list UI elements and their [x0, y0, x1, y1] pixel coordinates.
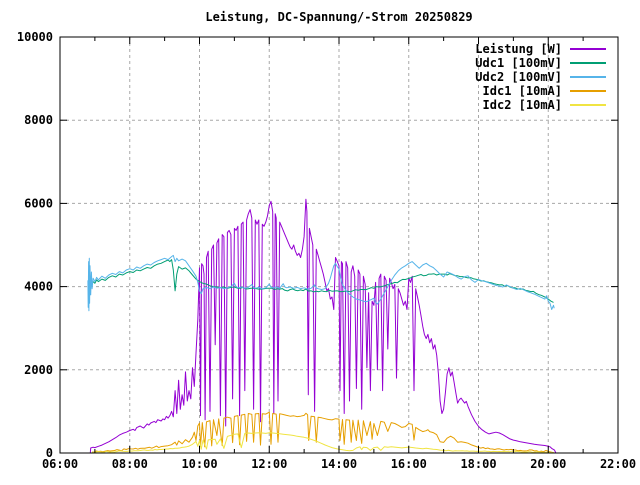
- legend-item: Idc1 [10mA]: [483, 84, 606, 98]
- y-axis-tick-label: 8000: [24, 113, 53, 127]
- legend-item: Leistung [W]: [475, 42, 606, 56]
- series-line-idc2-10ma: [92, 432, 555, 454]
- y-axis-tick-label: 4000: [24, 280, 53, 294]
- y-axis-tick-label: 10000: [17, 30, 53, 44]
- series-lines: [87, 198, 557, 454]
- x-axis-tick-label: 14:00: [321, 457, 357, 471]
- x-axis-tick-label: 18:00: [460, 457, 496, 471]
- x-axis-tick-label: 06:00: [42, 457, 78, 471]
- x-axis-tick-label: 10:00: [181, 457, 217, 471]
- x-axis-tick-label: 22:00: [600, 457, 636, 471]
- y-axis-tick-label: 6000: [24, 196, 53, 210]
- legend-item: Udc2 [100mV]: [475, 70, 606, 84]
- series-line-leistung-w: [89, 198, 557, 454]
- y-axis-tick-label: 0: [46, 446, 53, 460]
- axes-and-ticks: 06:00 08:00 10:00 12:00 14:00 16:00 18:00 20:00…: [17, 30, 636, 471]
- series-line-idc1-10ma: [92, 411, 555, 454]
- x-axis-tick-label: 16:00: [391, 457, 427, 471]
- legend-label: Udc2 [100mV]: [475, 70, 562, 84]
- series-line-udc2-100mv: [87, 254, 555, 312]
- chart-title: Leistung, DC-Spannung/-Strom 20250829: [205, 10, 472, 24]
- x-axis-tick-label: 12:00: [251, 457, 287, 471]
- legend-label: Idc2 [10mA]: [483, 98, 562, 112]
- legend-item: Udc1 [100mV]: [475, 56, 606, 70]
- legend-label: Idc1 [10mA]: [483, 84, 562, 98]
- legend-item: Idc2 [10mA]: [483, 98, 606, 112]
- legend-label: Udc1 [100mV]: [475, 56, 562, 70]
- x-axis-tick-label: 20:00: [530, 457, 566, 471]
- grid-lines: [60, 37, 618, 453]
- legend: Leistung [W]Udc1 [100mV]Udc2 [100mV]Idc1…: [475, 42, 606, 112]
- x-axis-tick-label: 08:00: [112, 457, 148, 471]
- y-axis-tick-label: 2000: [24, 363, 53, 377]
- legend-label: Leistung [W]: [475, 42, 562, 56]
